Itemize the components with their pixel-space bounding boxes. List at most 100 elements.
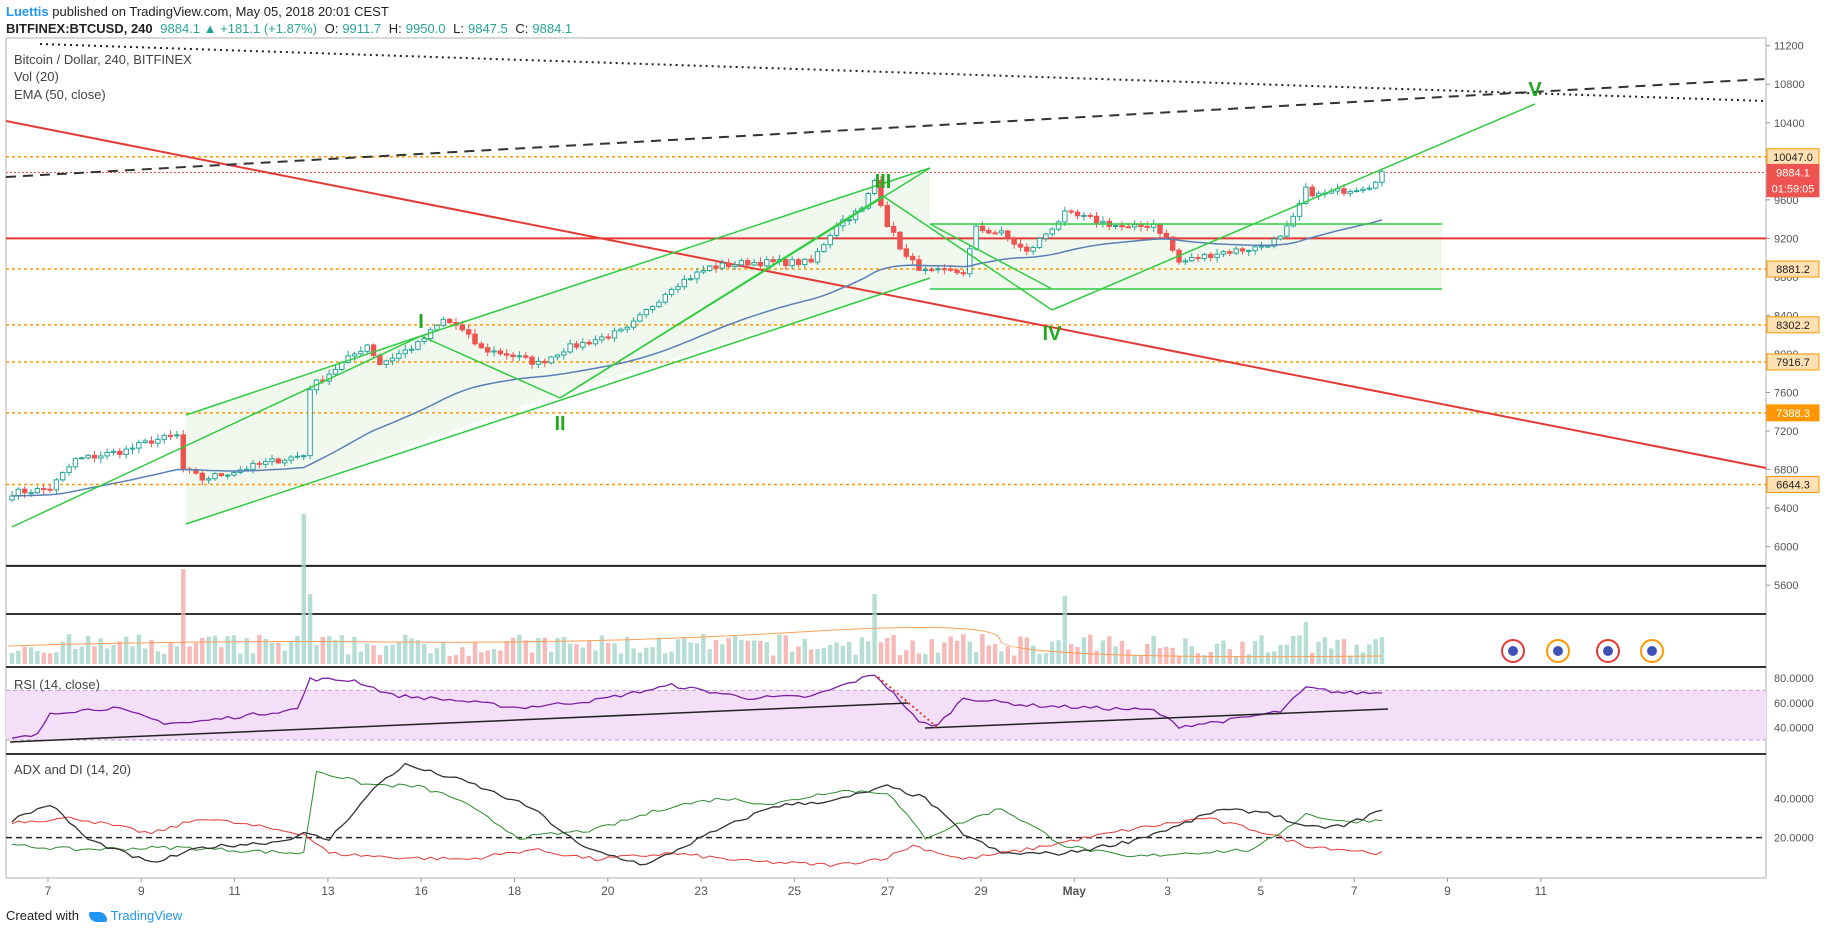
candle-body [561,351,567,356]
candle [148,436,155,448]
adx-tick-label: 20.0000 [1774,833,1814,845]
candle-body [1119,225,1125,228]
candle-body [1081,214,1087,217]
x-tick-label: 16 [415,884,429,898]
candle [764,256,770,268]
candle-body [1163,232,1170,238]
volume-bar [967,641,972,664]
volume-bar [853,654,858,664]
candle-body [408,348,415,351]
volume-bar [859,637,865,664]
open-value: 9911.7 [342,21,382,36]
candle [745,257,751,269]
volume-bar [732,635,738,664]
volume-bar [307,594,313,664]
volume-bar [701,634,706,664]
tradingview-link[interactable]: TradingView [110,908,183,923]
volume-bar [257,634,262,664]
rsi-line [11,674,1383,739]
candle-body [535,360,542,365]
volume-bar [1322,637,1328,664]
candle [408,345,415,354]
high-label: H: [388,21,402,36]
volume-bar [206,636,211,664]
candle [79,456,85,460]
volume-bar [656,637,662,664]
event-flag-dot [1647,646,1657,656]
candle-body [199,472,205,481]
volume-bar [783,635,789,664]
candle-body [523,355,529,358]
candle-body [1252,246,1258,252]
volume-bar [916,653,922,664]
rsi-trendline [9,702,909,743]
volume-bar [529,652,535,664]
volume-bar [466,655,471,664]
y-tick-label: 5600 [1774,580,1798,592]
volume-bar [1049,641,1055,664]
candle-body [725,262,732,268]
volume-bar [631,648,636,664]
wave-line [559,167,931,399]
main-series-legend[interactable]: Bitcoin / Dollar, 240, BITFINEX [14,52,192,67]
candle [719,259,726,271]
candle [358,346,364,356]
footer: Created with TradingView [6,908,182,923]
volume-bar [415,640,421,664]
x-tick-label: 9 [1444,884,1451,898]
event-flag-icon [1546,639,1570,663]
rsi-legend[interactable]: RSI (14, close) [14,677,100,692]
candle [675,283,681,293]
candle [1258,242,1265,251]
y-tick-label: 6400 [1774,503,1798,515]
volume-bar [85,635,91,664]
candle-body [396,353,402,359]
volume-bar [999,651,1004,664]
volume-bar [41,652,46,664]
candle-body [142,440,148,444]
candle-body [706,265,713,272]
volume-bar [878,642,884,664]
volume-bar [390,644,395,664]
volume-bar [802,638,808,664]
candle [1017,239,1024,252]
volume-bar [460,647,465,664]
volume-bar [1354,644,1359,664]
volume-bar [1075,647,1080,664]
candle-body [1303,186,1309,204]
candle [1144,221,1151,232]
candle-body [269,458,275,463]
candle-body [922,268,929,271]
ema-line [11,219,1383,497]
candle [1024,243,1030,256]
candle [1030,245,1036,256]
candle-body [427,329,434,340]
candle-body [548,356,554,364]
candle [510,351,516,362]
event-flag-icon [1501,639,1525,663]
candle-body [1125,226,1132,229]
candle-body [332,368,339,375]
candle-body [465,329,472,335]
candle-body [973,225,979,250]
candle [967,245,973,278]
candle-body [1239,248,1246,252]
price-tag-label: 10047.0 [1773,152,1813,164]
candle-body [890,226,897,233]
volume-legend[interactable]: Vol (20) [14,69,59,84]
candle [364,343,370,355]
volume-bar [770,655,776,664]
adx-legend[interactable]: ADX and DI (14, 20) [14,762,132,777]
volume-bar [625,636,630,664]
volume-bar [593,650,598,664]
candle [199,471,205,485]
volume-bar [162,653,167,664]
volume-bar [187,646,192,664]
candle-body [504,353,510,356]
candle-body [1100,220,1106,224]
volume-bar [1335,639,1340,664]
candle [1201,252,1208,262]
author-link[interactable]: Luettis [6,4,49,19]
ema-legend[interactable]: EMA (50, close) [14,87,106,102]
